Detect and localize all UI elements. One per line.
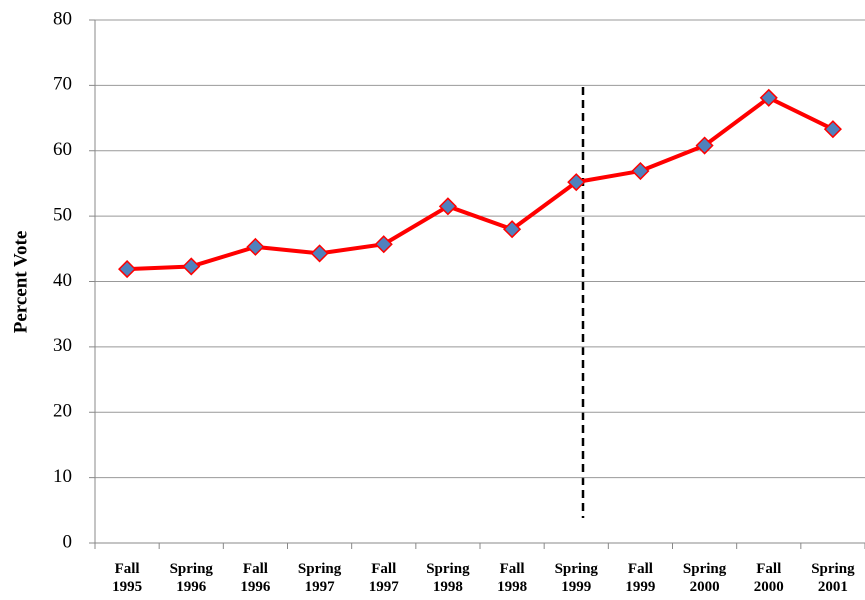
line [127,95,834,272]
x-tick-label: Fall 1999 [625,561,656,595]
marker [438,197,457,216]
y-tick-label: 20 [53,401,72,422]
x-tick-label: Fall 1998 [497,561,528,595]
marker [118,260,137,279]
marker [503,220,522,239]
x-tick-label: Fall 1997 [368,561,399,595]
marker [374,235,393,254]
x-tick-label: Fall 1995 [112,561,143,595]
x-tick-label: Fall 1996 [240,561,271,595]
y-tick-label: 80 [53,8,72,29]
marker [823,120,842,139]
x-tick-label: Spring 2000 [682,561,727,595]
y-tick-label: 30 [53,335,72,356]
x-tick-label: Spring 2001 [811,561,855,595]
marker [310,244,329,263]
x-tick-label: Spring 1999 [554,561,598,595]
marker [695,136,714,155]
marker [567,173,586,192]
x-tick-label: Fall 2000 [753,561,784,595]
x-tick-label: Spring 1998 [426,561,470,595]
marker [246,237,265,256]
y-tick-label: 0 [63,531,73,552]
y-tick-label: 60 [53,139,72,160]
marker [182,257,201,276]
marker [759,88,778,107]
y-axis-label: Percent Vote [10,231,31,334]
marker [631,161,650,181]
y-tick-label: 50 [53,204,72,225]
x-tick-label: Spring 1996 [169,561,213,595]
y-tick-label: 70 [53,74,72,95]
x-tick-label: Spring 1997 [297,561,342,595]
y-tick-label: 10 [53,466,72,487]
y-tick-label: 40 [53,270,72,291]
